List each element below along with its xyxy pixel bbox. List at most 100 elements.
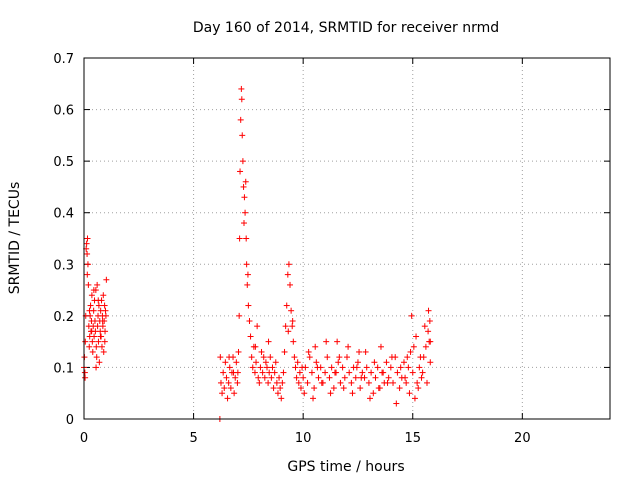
data-point [237, 168, 244, 175]
data-point [254, 323, 261, 330]
data-point [89, 348, 96, 355]
data-point [100, 348, 107, 355]
x-tick-label: 10 [295, 431, 312, 446]
data-point [356, 348, 363, 355]
data-point [353, 364, 360, 371]
data-point [88, 328, 95, 335]
data-point [226, 354, 233, 361]
data-point [242, 209, 249, 216]
data-point [349, 390, 356, 397]
data-point [238, 96, 245, 103]
data-point [397, 364, 404, 371]
data-point [217, 379, 224, 386]
data-point [425, 307, 432, 314]
data-point [385, 374, 392, 381]
data-point [311, 385, 318, 392]
data-point [322, 369, 329, 376]
data-point [273, 379, 280, 386]
data-point [267, 354, 274, 361]
data-point [387, 364, 394, 371]
data-point [300, 374, 307, 381]
data-point [241, 194, 248, 201]
data-point [308, 369, 315, 376]
data-point [83, 240, 90, 247]
data-point [371, 359, 378, 366]
data-point [84, 261, 91, 268]
data-point [416, 364, 423, 371]
data-point [410, 343, 417, 350]
x-axis-title: GPS time / hours [287, 459, 404, 475]
data-point [93, 364, 100, 371]
data-point [327, 390, 334, 397]
data-point [346, 369, 353, 376]
data-point [239, 132, 246, 139]
data-point [268, 374, 275, 381]
data-point [328, 364, 335, 371]
data-point [264, 364, 271, 371]
data-point [393, 400, 400, 407]
data-point [417, 354, 424, 361]
data-point [335, 359, 342, 366]
data-point [285, 328, 292, 335]
data-point [282, 323, 289, 330]
data-point [306, 354, 313, 361]
data-point [427, 359, 434, 366]
data-point [84, 250, 91, 257]
data-point [340, 385, 347, 392]
data-point [266, 369, 273, 376]
data-point [86, 343, 93, 350]
grid-lines [84, 58, 610, 419]
y-tick-label: 0.6 [53, 104, 74, 119]
data-point [341, 374, 348, 381]
data-point [292, 364, 299, 371]
data-point [253, 359, 260, 366]
data-point [313, 359, 320, 366]
plot-frame [83, 57, 611, 420]
data-point [234, 379, 241, 386]
data-point [252, 343, 259, 350]
data-point [331, 369, 338, 376]
x-tick-label: 15 [404, 431, 421, 446]
data-point [406, 390, 413, 397]
data-point [359, 369, 366, 376]
data-point [87, 302, 94, 309]
data-point [414, 379, 421, 386]
data-point [354, 359, 361, 366]
data-point [314, 364, 321, 371]
data-point [81, 369, 88, 376]
data-point [221, 385, 228, 392]
data-point [289, 323, 296, 330]
data-point [85, 281, 92, 288]
data-point [423, 379, 430, 386]
data-point [230, 369, 237, 376]
data-point [82, 338, 89, 345]
data-point [102, 312, 109, 319]
data-point [244, 271, 251, 278]
data-point [259, 369, 266, 376]
x-tick-label: 20 [514, 431, 531, 446]
data-point [244, 281, 251, 288]
data-point [226, 364, 233, 371]
data-point [285, 261, 292, 268]
data-point [269, 364, 276, 371]
data-point [352, 374, 359, 381]
data-point [102, 307, 109, 314]
data-point [265, 379, 272, 386]
data-point [101, 302, 108, 309]
data-point [409, 369, 416, 376]
data-point [370, 390, 377, 397]
data-point [302, 364, 309, 371]
data-point [95, 338, 102, 345]
data-point [337, 379, 344, 386]
data-point [251, 369, 258, 376]
y-tick-label: 0.7 [53, 52, 74, 67]
data-point [380, 369, 387, 376]
data-point [278, 395, 285, 402]
data-point [388, 354, 395, 361]
data-point [304, 379, 311, 386]
data-point [237, 116, 244, 123]
data-point [402, 374, 409, 381]
data-point [324, 354, 331, 361]
data-point [318, 379, 325, 386]
data-point [274, 390, 281, 397]
